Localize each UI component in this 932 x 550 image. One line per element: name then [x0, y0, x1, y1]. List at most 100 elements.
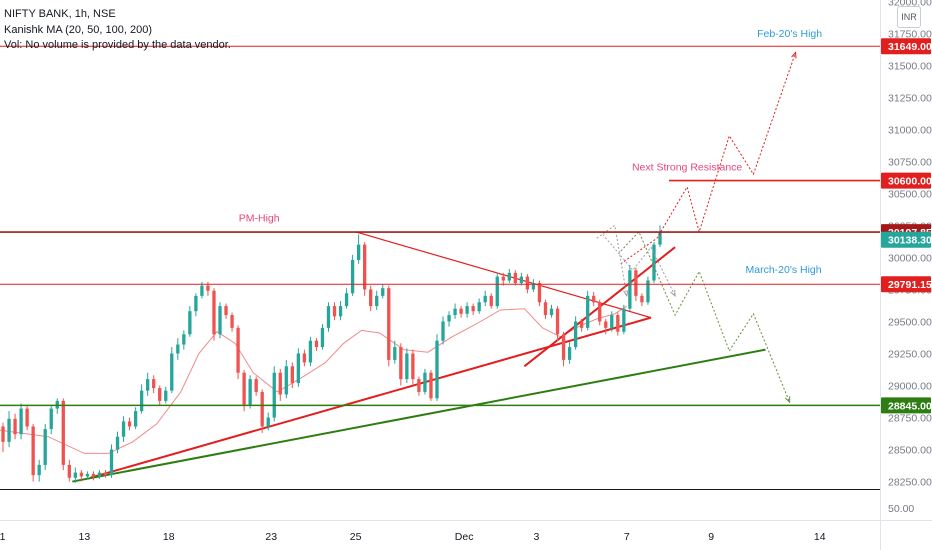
price-tick-label: 30750.00	[888, 156, 932, 168]
price-tick-label: 30500.00	[888, 188, 932, 200]
projection-paths[interactable]	[596, 51, 797, 404]
price-tick-label: 28250.00	[888, 477, 932, 489]
candle-body	[393, 347, 397, 360]
annotation-label: PM-High	[239, 213, 280, 225]
candle-body	[495, 276, 499, 307]
projection-arrowhead	[623, 289, 629, 298]
candle-body	[146, 379, 150, 391]
candle-body	[91, 473, 96, 477]
candle-body	[79, 472, 84, 477]
candle-body	[200, 285, 204, 296]
price-badges: 31649.0030600.0030197.8530138.3029791.15…	[881, 38, 932, 414]
projection-arrowhead	[784, 396, 791, 404]
price-tick-label: 31500.00	[888, 60, 932, 72]
candle-body	[567, 347, 572, 360]
candle-body	[471, 306, 475, 312]
projection-grey-b	[602, 234, 676, 297]
price-badge-label: 29791.15	[888, 279, 932, 291]
time-tick-label: 11	[0, 531, 6, 543]
annotation-label: Next Strong Resistance	[632, 161, 742, 173]
candle-body	[579, 321, 584, 328]
candle-body	[387, 288, 391, 360]
candle-body	[483, 295, 487, 303]
annotation-label: March-20's High	[745, 264, 821, 276]
candle-body	[182, 334, 186, 345]
candle-body	[254, 379, 258, 392]
time-axis[interactable]: 11 13 18 23 25 Dec 3 7 9 14	[0, 520, 932, 544]
candle-body	[61, 400, 65, 465]
indicator-vol-label[interactable]: Vol: No volume is provided by the data v…	[4, 39, 231, 51]
candle-body	[363, 244, 367, 290]
candle-body	[489, 295, 493, 307]
candle-body	[628, 270, 632, 309]
candle-body	[375, 295, 379, 307]
candle-body	[49, 408, 53, 430]
candle-body	[176, 344, 180, 354]
candle-body	[7, 418, 11, 442]
candle-body	[314, 340, 319, 348]
candle-body	[604, 321, 608, 328]
price-badge-label: 28845.00	[888, 400, 932, 412]
candle-body	[586, 295, 590, 328]
candle-body	[97, 472, 102, 477]
candle-body	[537, 283, 542, 303]
price-tick-label: 29000.00	[888, 381, 932, 393]
trendline-support-green	[72, 348, 766, 483]
candle-body	[531, 283, 536, 290]
candle-body	[224, 306, 228, 316]
candle-body	[555, 308, 560, 335]
candle-body	[284, 366, 288, 395]
candle-body	[194, 295, 198, 312]
projection-bullish	[620, 52, 797, 265]
candle-body	[369, 289, 373, 307]
candle-body	[640, 295, 644, 303]
price-axis[interactable]: 32000.00 31750.00 31500.00 31250.00 31000.00…	[880, 0, 932, 550]
candle-body	[158, 388, 162, 401]
candle-body	[646, 280, 650, 303]
candle-body	[573, 321, 578, 348]
price-tick-label: 31250.00	[888, 92, 932, 104]
projection-arrowhead	[670, 289, 676, 298]
time-tick-label: Dec	[455, 531, 474, 543]
price-tick-label: 28750.00	[888, 413, 932, 425]
candle-body	[477, 302, 481, 312]
candle-body	[543, 302, 548, 316]
candle-body	[435, 340, 439, 399]
candle-body	[188, 311, 192, 335]
time-tick-label: 9	[708, 531, 714, 543]
currency-badge[interactable]: INR	[897, 6, 921, 28]
price-tick-label: 29250.00	[888, 348, 932, 360]
projection-bearish	[620, 230, 791, 403]
candle-body	[326, 306, 331, 328]
candle-body	[212, 290, 216, 335]
candle-body	[236, 327, 240, 373]
price-axis-panel	[880, 0, 932, 550]
symbol-title[interactable]: NIFTY BANK, 1h, NSE	[4, 8, 116, 20]
candle-body	[658, 231, 662, 245]
candle-body	[634, 270, 638, 296]
annotations[interactable]: Feb-20's High Next Strong Resistance PM-Hi…	[239, 28, 823, 276]
candle-body	[67, 464, 71, 478]
candle-body	[25, 408, 29, 427]
candle-body	[152, 379, 156, 389]
candle-body	[399, 347, 403, 380]
candle-body	[561, 334, 566, 360]
horizontal-levels[interactable]	[0, 45, 880, 407]
candle-body	[1, 426, 5, 442]
candle-body	[13, 418, 17, 435]
candle-body	[423, 372, 427, 392]
candle-body	[115, 436, 120, 450]
trendline-triangle-lower	[90, 316, 652, 479]
candle-body	[332, 306, 337, 317]
annotation-label: Feb-20's High	[757, 28, 822, 40]
candle-body	[381, 288, 385, 296]
indicator-ma-label[interactable]: Kanishk MA (20, 50, 100, 200)	[4, 23, 152, 36]
price-tick-label: 31750.00	[888, 28, 932, 40]
time-tick-label: 14	[814, 531, 826, 543]
candle-body	[622, 308, 626, 332]
price-tick-label: 31000.00	[888, 124, 932, 136]
time-tick-label: 18	[163, 531, 175, 543]
candle-body	[103, 472, 108, 476]
moving-average	[0, 305, 628, 454]
